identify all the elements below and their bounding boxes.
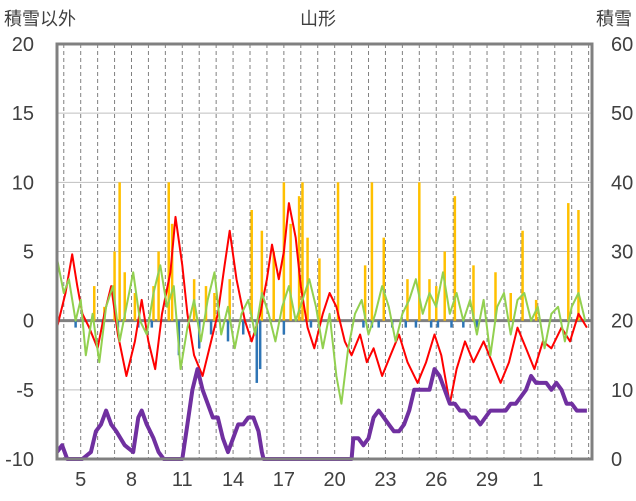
precip-bar xyxy=(370,182,374,321)
temperature-line xyxy=(56,202,588,405)
y-right-tick-label: 60 xyxy=(611,34,633,56)
precip-bar xyxy=(167,182,170,321)
snowfall-bar xyxy=(377,320,380,328)
precip-bar xyxy=(363,265,367,321)
snow_depth-line xyxy=(55,367,587,461)
y-right-tick-label: 30 xyxy=(611,242,633,264)
precip-bar xyxy=(301,182,304,321)
snowfall-bar xyxy=(362,320,365,328)
snowfall-bar xyxy=(429,320,433,328)
precip-bar xyxy=(521,230,524,321)
snowfall-bar xyxy=(74,320,77,328)
precip-bar xyxy=(289,223,292,321)
precip-bar xyxy=(418,182,421,321)
x-tick-label: 8 xyxy=(126,469,137,491)
y-left-tick-label: 15 xyxy=(12,103,34,125)
y-right-tick-label: 50 xyxy=(611,103,633,125)
plot-frame xyxy=(55,42,594,461)
x-tick-label: 23 xyxy=(374,469,396,491)
snowfall-bar xyxy=(241,320,245,335)
x-tick-label: 26 xyxy=(425,469,447,491)
x-tick-label: 14 xyxy=(222,469,244,491)
precip-bar xyxy=(577,210,580,321)
x-axis-ticks: 5 8 11 14 17 20 23 26 29 1 xyxy=(75,469,543,491)
y-left-tick-label: 20 xyxy=(12,34,34,56)
precip-bar xyxy=(118,182,121,321)
precip-bar xyxy=(453,196,457,321)
precip-bar xyxy=(567,203,570,321)
precip-bar xyxy=(260,230,264,321)
precip-bar xyxy=(272,251,275,321)
snowfall-bar xyxy=(150,320,154,328)
precip-bar xyxy=(406,279,409,321)
precip-bar xyxy=(228,279,231,321)
snowfall-bar xyxy=(436,320,440,328)
snowfall-bar xyxy=(462,320,465,328)
precip-bar xyxy=(157,251,160,321)
precip-bar xyxy=(152,286,155,321)
y-right-tick-label: 10 xyxy=(611,380,633,402)
x-tick-label: 20 xyxy=(324,469,346,491)
snowfall-bar xyxy=(475,320,479,328)
grid-lines xyxy=(57,44,592,459)
snowfall-bar xyxy=(209,320,213,335)
snowfall-bar xyxy=(450,320,453,328)
precip-bar xyxy=(306,237,309,321)
secondary-line xyxy=(56,258,587,405)
x-tick-label: 29 xyxy=(476,469,498,491)
precip-bar xyxy=(204,286,208,321)
left-axis-title: 積雪以外 xyxy=(4,9,76,29)
x-tick-label: 17 xyxy=(273,469,295,491)
x-tick-label: 5 xyxy=(75,469,86,491)
right-axis-title: 積雪 xyxy=(596,9,632,29)
y-left-tick-label: -10 xyxy=(5,449,34,471)
snowfall-bar xyxy=(255,320,259,383)
left-axis-ticks: 20 15 10 5 0 -5 -10 xyxy=(5,34,34,471)
y-left-tick-label: 10 xyxy=(12,172,34,194)
precip-bar xyxy=(472,265,475,321)
x-tick-label: 1 xyxy=(532,469,543,491)
precip-bar xyxy=(336,182,340,321)
precip-bar xyxy=(382,237,386,321)
precip-bar xyxy=(133,293,137,321)
precip-bar xyxy=(509,293,512,321)
precip-bar xyxy=(92,286,96,321)
y-right-tick-label: 40 xyxy=(611,172,633,194)
precip-bar xyxy=(297,196,301,321)
precip-bar xyxy=(428,279,431,321)
snowfall-bar xyxy=(282,320,286,335)
snowfall-bar xyxy=(226,320,230,342)
x-tick-label: 11 xyxy=(172,469,193,491)
y-right-tick-label: 20 xyxy=(611,311,633,333)
right-axis-ticks: 60 50 40 30 20 10 0 xyxy=(611,34,633,471)
precip-bar xyxy=(123,272,126,321)
precip-bar xyxy=(113,251,116,321)
y-left-tick-label: 0 xyxy=(23,311,34,333)
y-left-tick-label: 5 xyxy=(23,242,34,264)
precip-bar xyxy=(494,272,497,321)
precip-bar xyxy=(213,293,216,321)
snowfall-bar xyxy=(414,320,418,328)
y-right-tick-label: 0 xyxy=(611,449,622,471)
bar-series xyxy=(74,182,580,383)
snowfall-bar xyxy=(309,320,313,328)
snowfall-bar xyxy=(258,320,262,370)
precip-bar xyxy=(318,258,321,321)
line-series xyxy=(55,202,588,461)
chart-title: 山形 xyxy=(300,9,336,29)
snowfall-bar xyxy=(404,320,408,328)
y-left-tick-label: -5 xyxy=(16,380,34,402)
precip-bar xyxy=(170,223,174,321)
precip-bar xyxy=(250,210,253,321)
